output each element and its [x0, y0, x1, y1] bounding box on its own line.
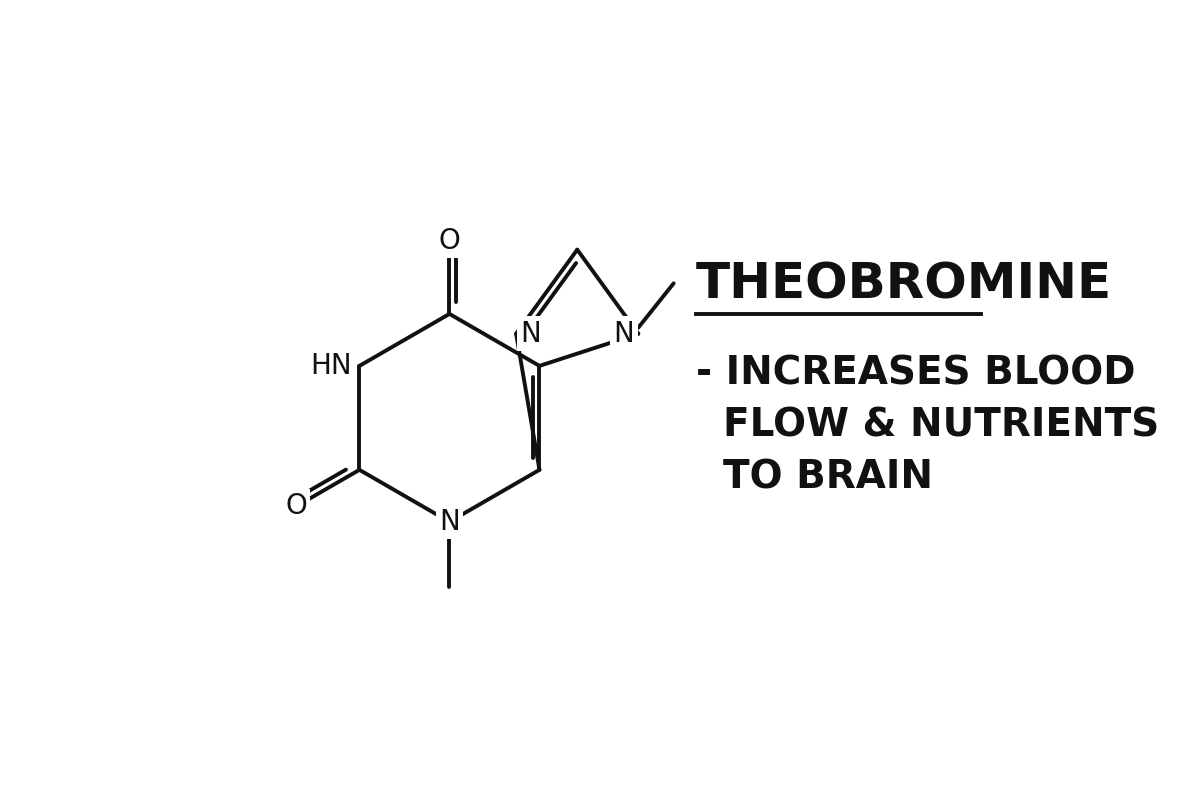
Text: FLOW & NUTRIENTS: FLOW & NUTRIENTS: [696, 406, 1159, 445]
Text: N: N: [520, 320, 541, 348]
Text: N: N: [613, 320, 635, 348]
Text: N: N: [439, 508, 460, 536]
Text: O: O: [286, 493, 307, 521]
Text: - INCREASES BLOOD: - INCREASES BLOOD: [696, 354, 1135, 392]
Text: HN: HN: [310, 352, 352, 380]
Text: TO BRAIN: TO BRAIN: [696, 459, 932, 497]
Text: O: O: [438, 226, 461, 254]
Text: THEOBROMINE: THEOBROMINE: [696, 261, 1112, 309]
